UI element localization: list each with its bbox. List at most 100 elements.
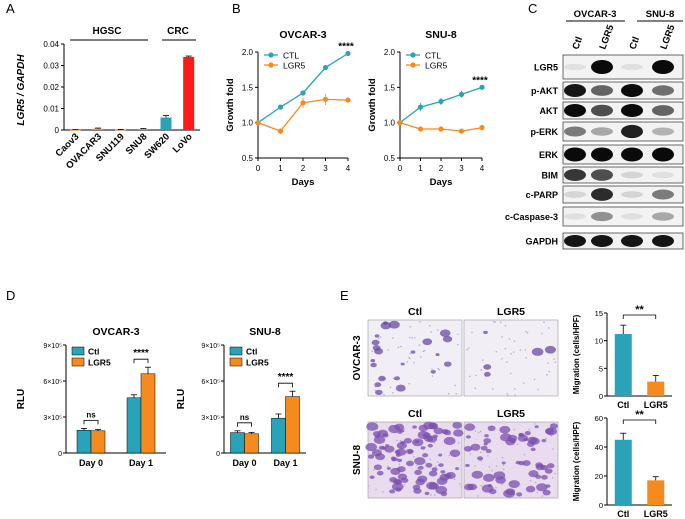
panelA-bar <box>183 56 195 130</box>
panelE-cell <box>400 362 405 366</box>
panelC-row-label: LGR5 <box>534 63 558 73</box>
panelE-pore <box>463 438 466 441</box>
panelC-row-label: p-ERK <box>531 127 559 137</box>
panelE-pore <box>437 461 439 463</box>
panelB-xlabel: Days <box>430 177 453 188</box>
panelE-pore <box>371 350 374 353</box>
panelE-pore <box>508 338 511 340</box>
panelB: OVCAR-3 0.5 1.0 1.5 2.0 0 1 2 3 4 Days Growth fold C… <box>225 29 488 188</box>
panelE-cell <box>427 443 434 448</box>
panelE-pore <box>512 351 515 353</box>
panel-letter-b: B <box>232 1 241 16</box>
panelB-snu8-plot: SNU-8 0.5 1.0 1.5 2.0 0 1 2 3 4 Days Growth fold CTL… <box>367 29 488 188</box>
panelE-pore <box>501 456 504 459</box>
panelE-pore <box>504 347 507 350</box>
panelE-cell <box>484 371 491 377</box>
panelE-cell <box>470 443 481 451</box>
panelB-xtick-label: 3 <box>323 164 328 173</box>
panelB-legend-label: CTL <box>283 51 299 61</box>
panelC-band <box>621 171 643 179</box>
panelE-cell <box>508 480 520 489</box>
panelE-pore <box>379 336 382 338</box>
panelE-pore <box>495 350 498 353</box>
panelC-row-label: p-AKT <box>531 86 558 96</box>
panelE-pore <box>516 443 519 445</box>
panelE-cell <box>376 470 384 476</box>
panelB-legend-label: LGR5 <box>283 61 305 71</box>
panelE-pore <box>534 481 537 484</box>
panelB-ytick-label: 1.5 <box>242 83 254 92</box>
panelB-point <box>458 128 465 134</box>
panelE-cell <box>373 435 386 444</box>
panelE-cell <box>405 448 414 455</box>
panelE-ytick-label: 0 <box>599 501 603 510</box>
panelE-cell <box>530 447 536 452</box>
panelE-pore <box>495 465 498 467</box>
panelB-ytick-label: 2.0 <box>384 48 396 57</box>
panelE-ylabel: Migration (cells/HPF) <box>572 421 581 501</box>
panelE-cell <box>522 460 531 466</box>
panelE-cell <box>440 491 448 497</box>
panelB-point <box>417 126 424 132</box>
panel-letter-a: A <box>6 1 15 16</box>
panelA-ytick-label: 0.03 <box>43 62 59 71</box>
panelE-pore <box>414 337 416 339</box>
panelE-pore <box>474 465 476 467</box>
panelE-pore <box>437 329 439 331</box>
panelB-xtick-label: 0 <box>398 164 403 173</box>
panelE-pore <box>480 459 483 462</box>
panelE-cell <box>441 429 449 435</box>
panelB-point <box>397 120 403 126</box>
panelE-pore <box>383 394 385 396</box>
panelC-band <box>621 124 643 139</box>
panelE-ytick-label: 10 <box>595 337 603 346</box>
panelC-band <box>591 104 613 117</box>
panelE-cell <box>433 434 438 438</box>
panelE-pore <box>409 326 412 328</box>
panelE-cell <box>412 425 417 429</box>
panelA-plot: 00.010.020.030.04Caov3OVACAR3SNU119SNU8S… <box>43 40 200 171</box>
panelE-pore <box>428 325 431 327</box>
panelE-pore <box>456 343 459 346</box>
panelC-lane-label: Ctl <box>627 35 642 51</box>
panelE-cell <box>414 457 426 466</box>
panelE-cell <box>464 483 474 491</box>
panelE-cell <box>480 445 488 451</box>
panelE-cell <box>375 389 383 395</box>
panelE-ytick-label: 60 <box>595 414 603 423</box>
panelE-cell <box>483 438 492 444</box>
panelE-cell <box>388 424 401 434</box>
panelE-cell <box>438 463 444 467</box>
panelE-cell <box>412 484 421 491</box>
panelE-pore <box>543 321 545 324</box>
panelE-pore <box>491 388 494 390</box>
panelE-pore <box>525 330 527 333</box>
panelB-point <box>277 128 284 134</box>
panelE-bar <box>647 480 665 505</box>
panelE-pore <box>466 348 469 351</box>
panelE-xtick-label: Ctl <box>617 400 629 410</box>
panelE-pore <box>487 455 489 457</box>
panelE-pore <box>400 345 402 348</box>
panelE-cell <box>487 425 496 432</box>
panelE-cell <box>449 449 461 458</box>
panelE-cell <box>367 454 375 459</box>
panelE-pore <box>397 346 400 348</box>
panelE-cell <box>433 427 444 435</box>
panelE-pore <box>488 466 491 468</box>
panelE-pore <box>378 337 380 340</box>
panelE-pore <box>499 321 502 324</box>
panelA-ytick-label: 0.04 <box>43 40 59 49</box>
panelE-pore <box>468 375 471 378</box>
panelD-sig-bracket <box>237 422 252 427</box>
panelC-band <box>591 85 613 96</box>
panelE-snu8-plot: 0 20 40 60 Ctl LGR5 ** Migration (cells/HPF) <box>572 409 672 519</box>
panelE-cell <box>422 338 433 346</box>
panelE-pore <box>387 349 390 351</box>
panelE-pore <box>506 361 508 363</box>
panelC-band <box>591 60 613 74</box>
panelE-pore <box>476 495 479 497</box>
panelE-cell <box>452 421 462 429</box>
panelC-lane-label: Ctl <box>570 35 585 51</box>
panelD-ytick-label: 6×10⁵ <box>201 379 220 386</box>
